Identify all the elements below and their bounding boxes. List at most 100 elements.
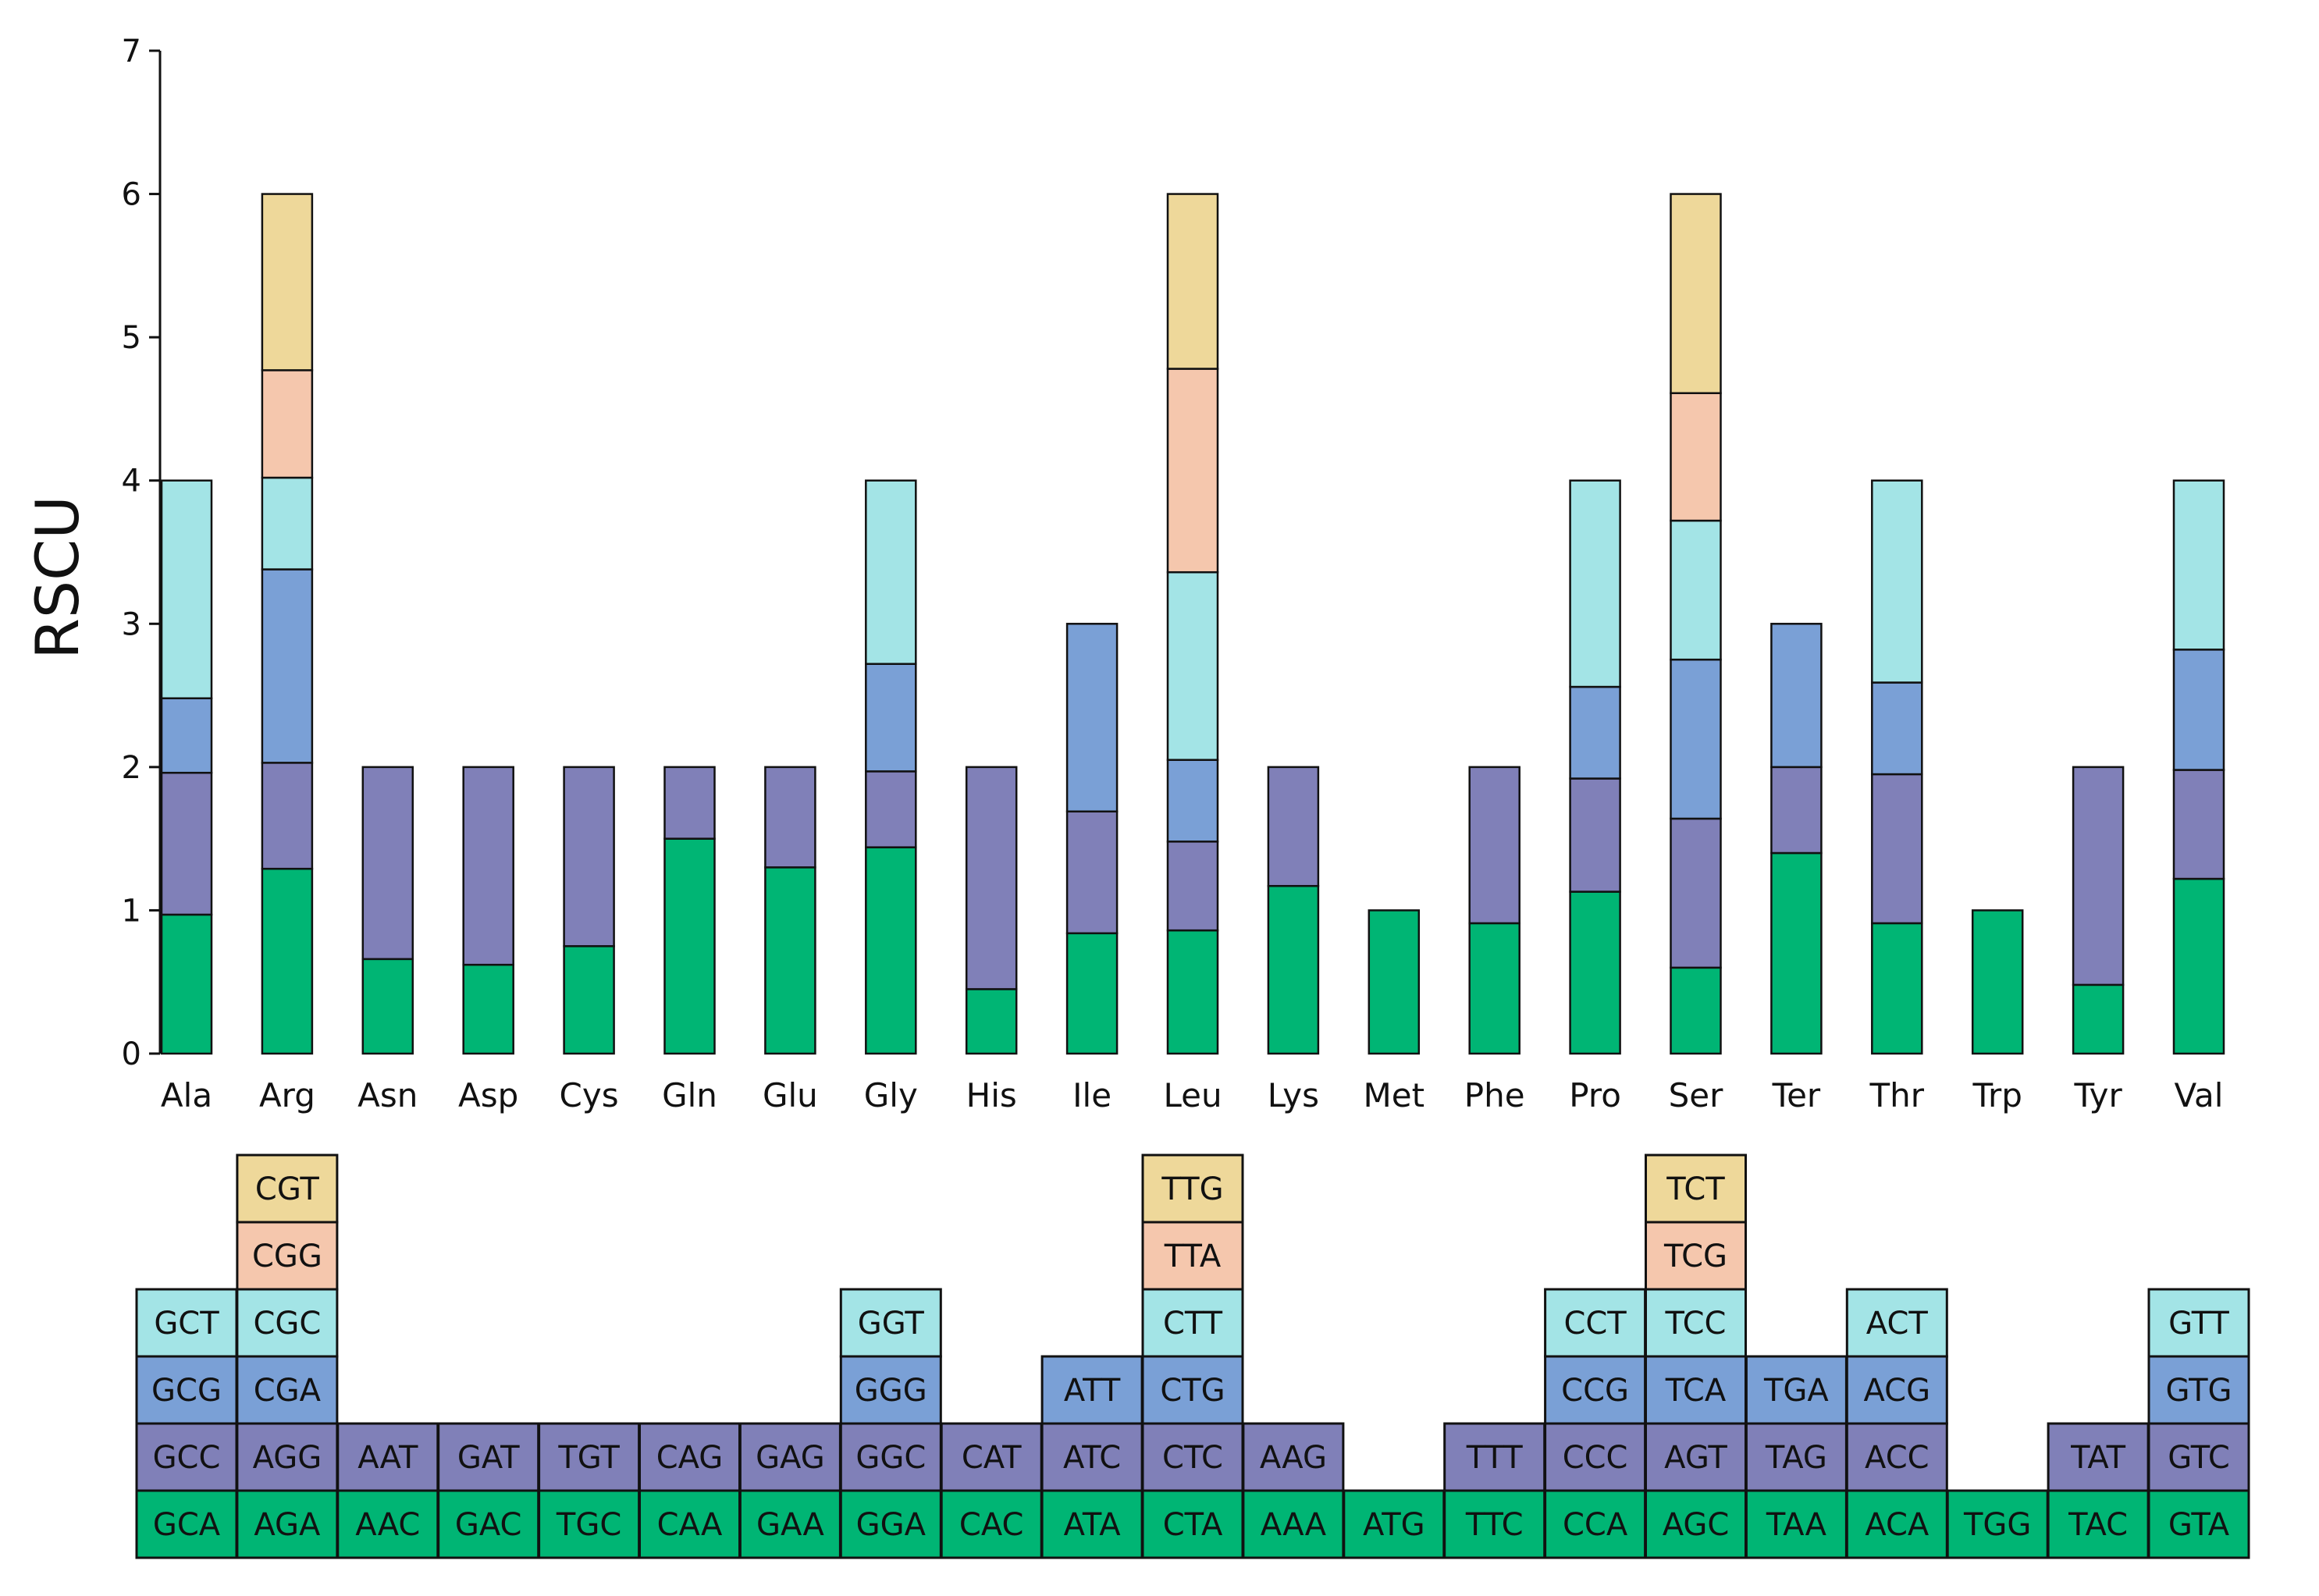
bar-segment-glu-gag: [764, 766, 816, 869]
codon-cell-caa: [638, 1489, 741, 1559]
codon-label-agt: AGT: [1664, 1440, 1727, 1476]
codon-label-gtg: GTG: [2166, 1373, 2232, 1409]
bar-segment-tyr-tac: [2072, 983, 2125, 1055]
bar-segment-thr-aca: [1871, 922, 1923, 1055]
x-tick-label-lys: Lys: [1268, 1076, 1319, 1114]
codon-label-ggg: GGG: [855, 1373, 927, 1409]
x-tick-label-arg: Arg: [259, 1076, 315, 1114]
bar-segment-ser-tca: [1670, 658, 1722, 820]
bar-segment-leu-ttg: [1166, 193, 1219, 370]
codon-cell-ccg: [1544, 1355, 1647, 1425]
bar-segment-thr-acg: [1871, 681, 1923, 776]
codon-label-caa: CAA: [657, 1507, 723, 1543]
codon-label-aat: AAT: [357, 1440, 418, 1476]
codon-cell-cgt: [236, 1153, 339, 1224]
codon-cell-act: [1845, 1288, 1948, 1358]
x-tick-label-ter: Ter: [1772, 1076, 1821, 1114]
bar-segment-ser-tct: [1670, 193, 1722, 394]
codon-label-tac: TAC: [2068, 1507, 2128, 1543]
bar-segment-ter-tag: [1770, 766, 1823, 855]
bar-segment-pro-ccg: [1569, 685, 1621, 780]
bar-segment-val-gtt: [2172, 479, 2225, 651]
codon-label-ttg: TTG: [1161, 1171, 1223, 1207]
codon-cell-cct: [1544, 1288, 1647, 1358]
x-tick-label-ala: Ala: [161, 1076, 212, 1114]
x-tick-label-his: His: [966, 1076, 1017, 1114]
bar-segment-ala-gca: [160, 913, 213, 1055]
y-tick-label: 5: [122, 320, 141, 356]
codon-label-gta: GTA: [2168, 1507, 2230, 1543]
codon-cell-cgc: [236, 1288, 339, 1358]
x-tick-label-leu: Leu: [1163, 1076, 1222, 1114]
bar-segment-cys-tgt: [563, 766, 615, 947]
codon-cell-agt: [1645, 1422, 1747, 1492]
y-tick-label: 0: [122, 1036, 141, 1072]
codon-cell-agg: [236, 1422, 339, 1492]
codon-cell-tgc: [538, 1489, 641, 1559]
codon-label-tgg: TGG: [1963, 1507, 2031, 1543]
bar-segment-leu-ctt: [1166, 571, 1219, 761]
y-axis-label: RSCU: [23, 496, 92, 659]
codon-cell-tat: [2047, 1422, 2150, 1492]
codon-cell-tgg: [1946, 1489, 2049, 1559]
codon-label-aga: AGA: [254, 1507, 321, 1543]
codon-label-agg: AGG: [253, 1440, 322, 1476]
x-tick-label-thr: Thr: [1869, 1076, 1925, 1114]
bar-segment-asn-aac: [361, 958, 414, 1055]
codon-label-tca: TCA: [1665, 1373, 1727, 1409]
x-tick-label-asp: Asp: [458, 1076, 518, 1114]
codon-label-tag: TAG: [1765, 1440, 1827, 1476]
codon-label-atc: ATC: [1063, 1440, 1121, 1476]
bar-segment-ala-gcc: [160, 771, 213, 916]
codon-label-cca: CCA: [1563, 1507, 1628, 1543]
codon-label-taa: TAA: [1766, 1507, 1827, 1543]
x-tick-label-gly: Gly: [864, 1076, 918, 1114]
codon-label-ggt: GGT: [858, 1306, 925, 1342]
bar-segment-arg-cgc: [261, 476, 314, 571]
y-tick-label: 4: [122, 464, 141, 499]
codon-cell-cat: [940, 1422, 1043, 1492]
codon-label-ccc: CCC: [1563, 1440, 1628, 1476]
x-tick-label-ser: Ser: [1669, 1076, 1724, 1114]
bar-segment-phe-ttc: [1468, 922, 1521, 1055]
bar-segment-ala-gcg: [160, 697, 213, 774]
codon-label-aag: AAG: [1260, 1440, 1327, 1476]
codon-label-ggc: GGC: [855, 1440, 926, 1476]
codon-cell-tga: [1745, 1355, 1848, 1425]
codon-legend-table: GCA GCC GCG GCT AGA AGG CGA CGC CGG CGT AAC AAT GAC G…: [135, 1153, 2250, 1559]
bar-segment-gly-ggg: [865, 663, 917, 773]
codon-label-ata: ATA: [1064, 1507, 1122, 1543]
bar-segment-glu-gaa: [764, 866, 816, 1055]
codon-cell-gtc: [2147, 1422, 2250, 1492]
codon-label-aca: ACA: [1865, 1507, 1930, 1543]
codon-label-tta: TTA: [1164, 1239, 1222, 1274]
bar-segment-ile-atc: [1065, 810, 1119, 935]
codon-label-gaa: GAA: [756, 1507, 824, 1543]
bar-segment-ile-att: [1065, 623, 1119, 813]
codon-label-cta: CTA: [1163, 1507, 1223, 1543]
codon-label-cgg: CGG: [252, 1239, 322, 1274]
codon-cell-ata: [1040, 1489, 1143, 1559]
bar-segment-ser-tcg: [1670, 392, 1722, 522]
codon-label-gct: GCT: [154, 1306, 219, 1342]
codon-cell-cac: [940, 1489, 1043, 1559]
bar-segment-arg-cgt: [261, 193, 314, 371]
bar-segment-asn-aat: [361, 766, 414, 961]
bar-segment-pro-cct: [1569, 479, 1621, 688]
codon-cell-tct: [1645, 1153, 1747, 1224]
codon-label-cct: CCT: [1563, 1306, 1627, 1342]
bar-segment-lys-aag: [1267, 766, 1320, 887]
bar-segment-gln-cag: [663, 766, 716, 840]
bar-segment-ala-gct: [160, 479, 213, 699]
bar-segment-asp-gat: [462, 766, 514, 966]
bar-segment-val-gtc: [2172, 769, 2225, 880]
x-tick-label-ile: Ile: [1072, 1076, 1111, 1114]
codon-label-att: ATT: [1064, 1373, 1121, 1409]
codon-label-ttc: TTC: [1465, 1507, 1524, 1543]
codon-label-ctc: CTC: [1162, 1440, 1223, 1476]
codon-label-gac: GAC: [455, 1507, 522, 1543]
codon-cell-ttt: [1443, 1422, 1546, 1492]
bar-segment-pro-cca: [1569, 890, 1621, 1055]
bar-segment-asp-gac: [462, 963, 514, 1055]
